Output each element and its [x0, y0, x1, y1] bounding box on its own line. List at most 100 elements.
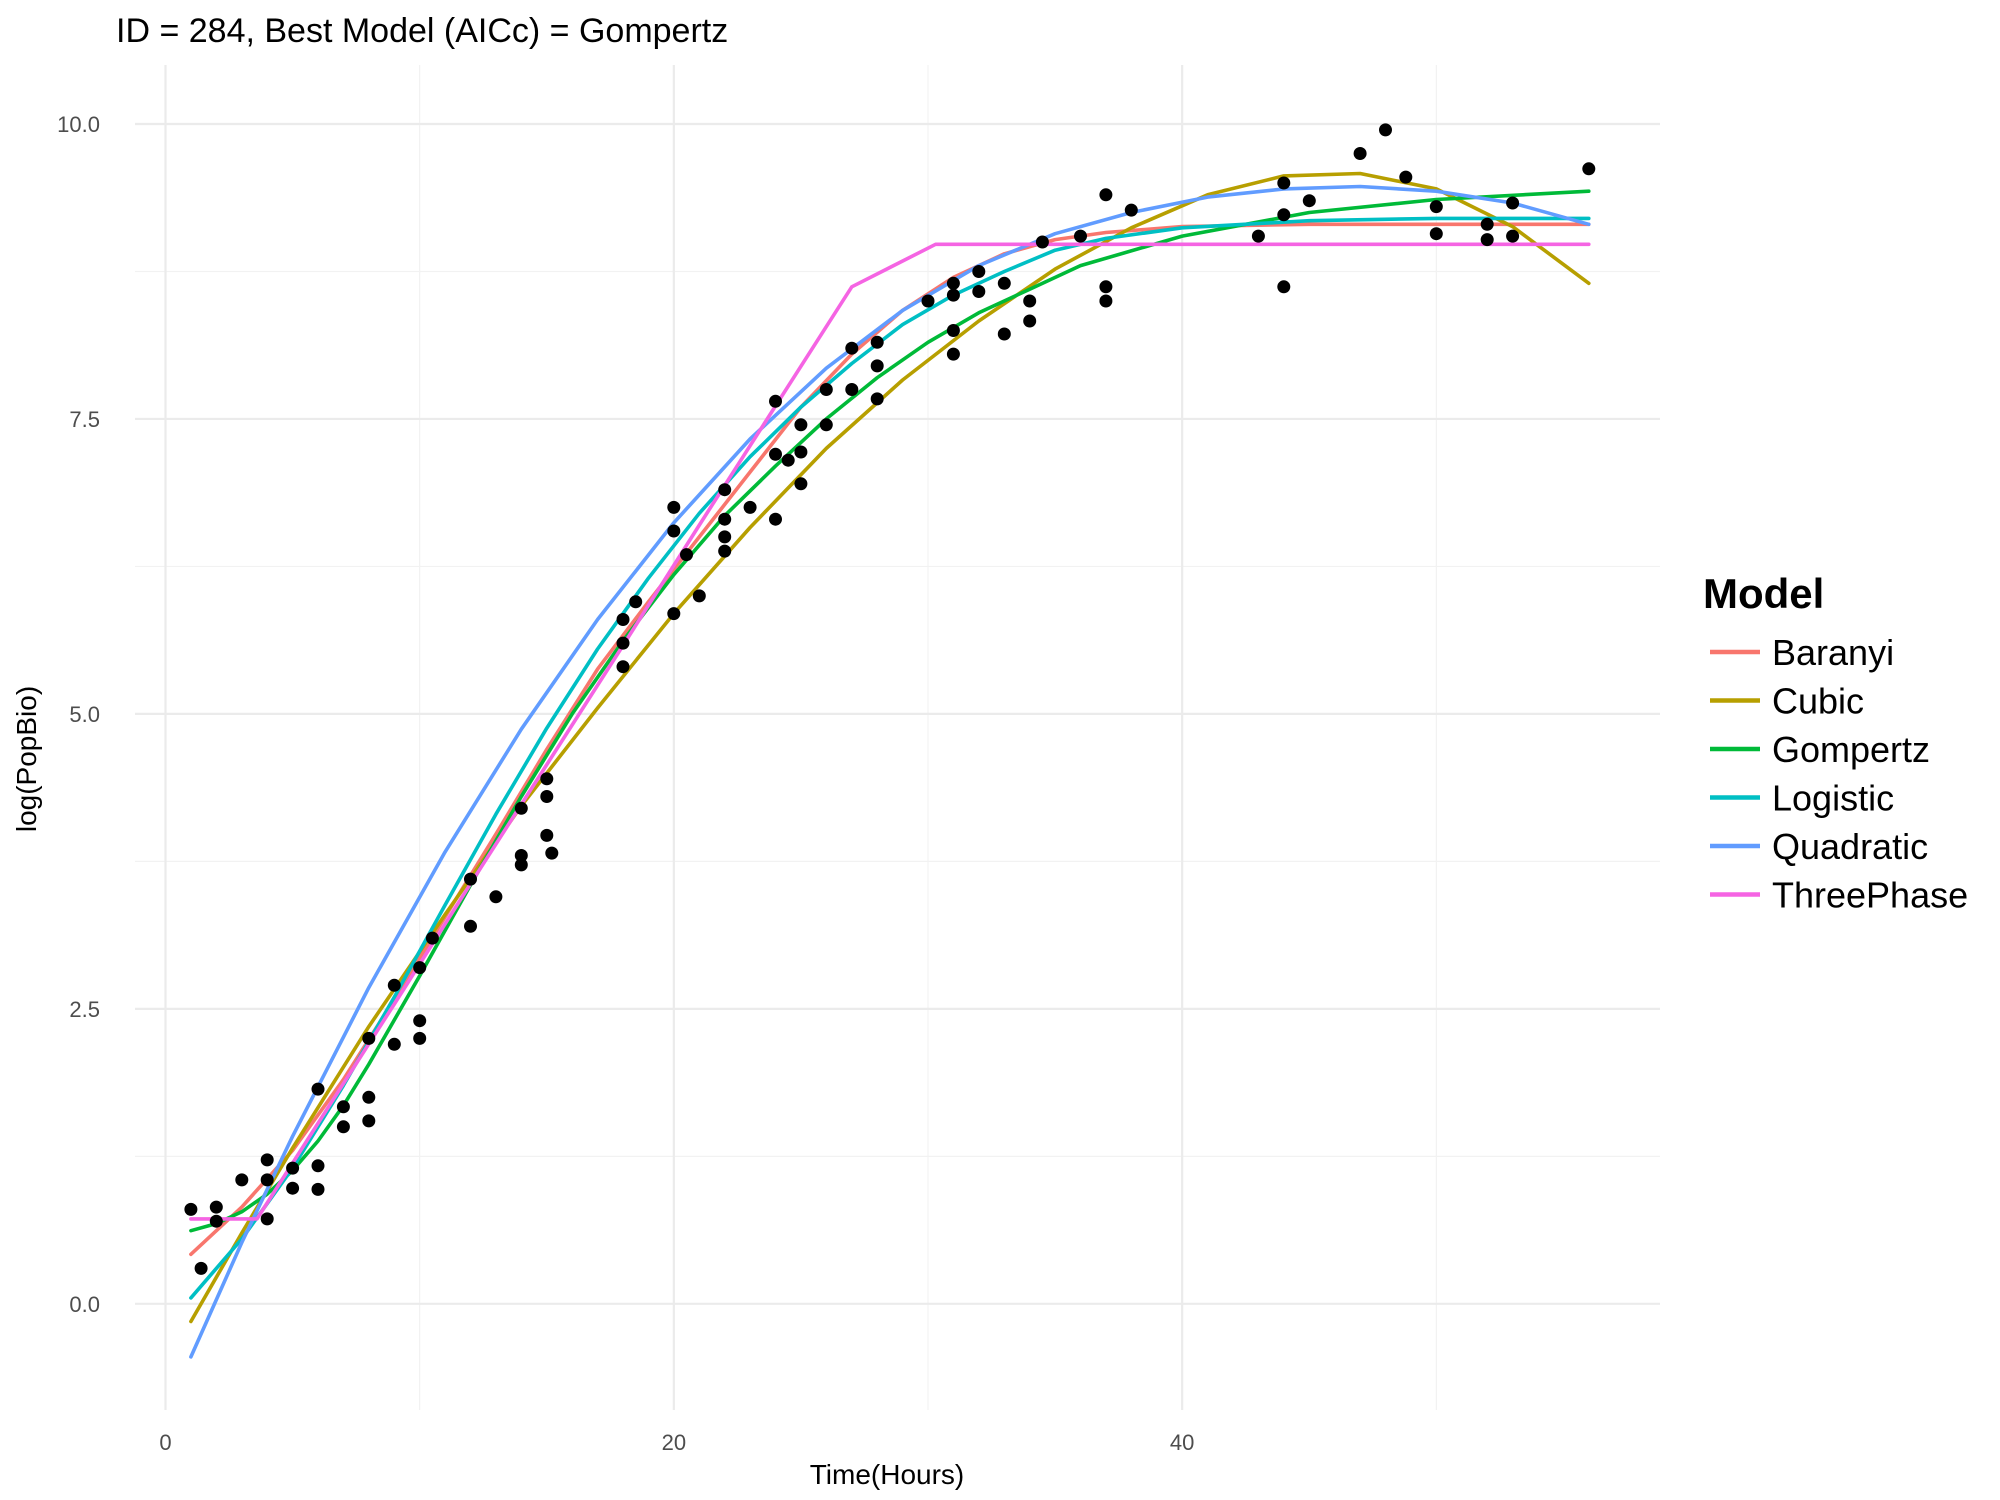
y-tick-label: 5.0	[69, 702, 100, 727]
data-point	[1251, 229, 1265, 243]
data-point	[464, 919, 477, 933]
data-point	[235, 1173, 249, 1187]
y-tick-label: 0.0	[69, 1292, 100, 1317]
data-point	[680, 548, 693, 562]
series-line-quadratic	[189, 184, 1591, 1359]
legend-entry-gompertz: Gompertz	[1710, 729, 1930, 770]
plot-grid	[135, 65, 1660, 1410]
x-tick-label: 0	[159, 1430, 171, 1455]
data-point	[972, 285, 986, 298]
data-point	[667, 524, 681, 538]
data-point	[946, 347, 960, 361]
legend-entries: Baranyi Cubic Gompertz Logistic Quadratic Thr…	[1710, 632, 1968, 916]
legend-label: Baranyi	[1772, 632, 1894, 673]
y-axis-ticks: 0.0 2.5 5.0 7.5 10.0	[57, 112, 100, 1317]
data-point	[997, 327, 1011, 341]
data-point	[1099, 188, 1113, 202]
data-point	[1480, 217, 1494, 231]
data-point	[1480, 233, 1494, 247]
series-line-gompertz	[189, 189, 1591, 1233]
data-point	[819, 383, 833, 396]
data-point	[540, 790, 554, 803]
data-point	[794, 477, 808, 491]
data-point	[194, 1261, 208, 1275]
data-point	[819, 418, 833, 432]
data-point	[1429, 227, 1443, 241]
data-point	[1506, 196, 1520, 210]
data-point	[260, 1212, 274, 1226]
data-point	[362, 1031, 376, 1045]
data-point	[311, 1082, 325, 1096]
data-point	[781, 453, 795, 467]
data-point	[667, 607, 681, 621]
data-point	[425, 931, 439, 945]
data-point	[870, 392, 884, 406]
data-point	[413, 1014, 427, 1028]
data-point	[718, 544, 732, 558]
data-point	[1074, 229, 1087, 243]
x-tick-label: 40	[1170, 1430, 1194, 1455]
legend-title: Model	[1703, 570, 1824, 617]
chart-title: ID = 284, Best Model (AICc) = Gompertz	[116, 12, 728, 50]
data-point	[629, 595, 643, 609]
data-point	[1353, 147, 1367, 160]
data-points	[184, 123, 1596, 1275]
data-point	[540, 828, 554, 842]
data-point	[1429, 200, 1443, 214]
data-point	[769, 394, 782, 408]
data-point	[794, 418, 808, 432]
data-point	[921, 294, 935, 308]
data-point	[1277, 280, 1291, 294]
legend-entry-threephase: ThreePhase	[1710, 875, 1968, 916]
data-point	[387, 978, 401, 992]
x-tick-label: 20	[662, 1430, 686, 1455]
series-line-threephase	[189, 242, 1591, 1221]
data-point	[514, 849, 528, 862]
data-point	[1379, 123, 1392, 137]
x-axis-ticks: 0 20 40	[159, 1430, 1194, 1455]
data-point	[464, 872, 477, 886]
data-point	[1399, 170, 1413, 184]
data-point	[514, 801, 528, 815]
data-point	[1506, 229, 1520, 243]
data-point	[336, 1120, 350, 1134]
data-point	[946, 288, 960, 302]
y-tick-label: 2.5	[69, 997, 100, 1022]
legend-entry-baranyi: Baranyi	[1710, 632, 1894, 673]
data-point	[362, 1114, 376, 1128]
legend: Model Baranyi Cubic Gompertz Logistic Quadra…	[1703, 570, 1968, 916]
data-point	[667, 500, 681, 514]
data-point	[311, 1182, 325, 1196]
data-point	[260, 1173, 274, 1187]
series-line-logistic	[189, 216, 1591, 1300]
legend-entry-quadratic: Quadratic	[1710, 826, 1928, 867]
series-lines	[189, 171, 1591, 1359]
data-point	[870, 359, 884, 373]
data-point	[286, 1161, 300, 1175]
data-point	[946, 324, 960, 337]
data-point	[1277, 176, 1291, 190]
data-point	[1023, 314, 1037, 328]
data-point	[946, 276, 960, 290]
data-point	[616, 660, 630, 674]
data-point	[870, 335, 884, 349]
data-point	[209, 1200, 223, 1214]
data-point	[1124, 203, 1138, 217]
legend-label: Gompertz	[1772, 729, 1930, 770]
data-point	[743, 500, 757, 514]
data-point	[1302, 194, 1316, 208]
x-axis-title: Time(Hours)	[810, 1459, 965, 1490]
data-point	[413, 1031, 427, 1045]
legend-entry-logistic: Logistic	[1710, 778, 1894, 819]
data-point	[718, 512, 732, 526]
data-point	[184, 1202, 198, 1216]
data-point	[845, 341, 859, 355]
data-point	[769, 447, 782, 461]
data-point	[1023, 294, 1037, 308]
data-point	[540, 772, 554, 786]
y-tick-label: 7.5	[69, 407, 100, 432]
data-point	[1035, 235, 1049, 249]
data-point	[1099, 280, 1113, 294]
data-point	[336, 1100, 350, 1114]
